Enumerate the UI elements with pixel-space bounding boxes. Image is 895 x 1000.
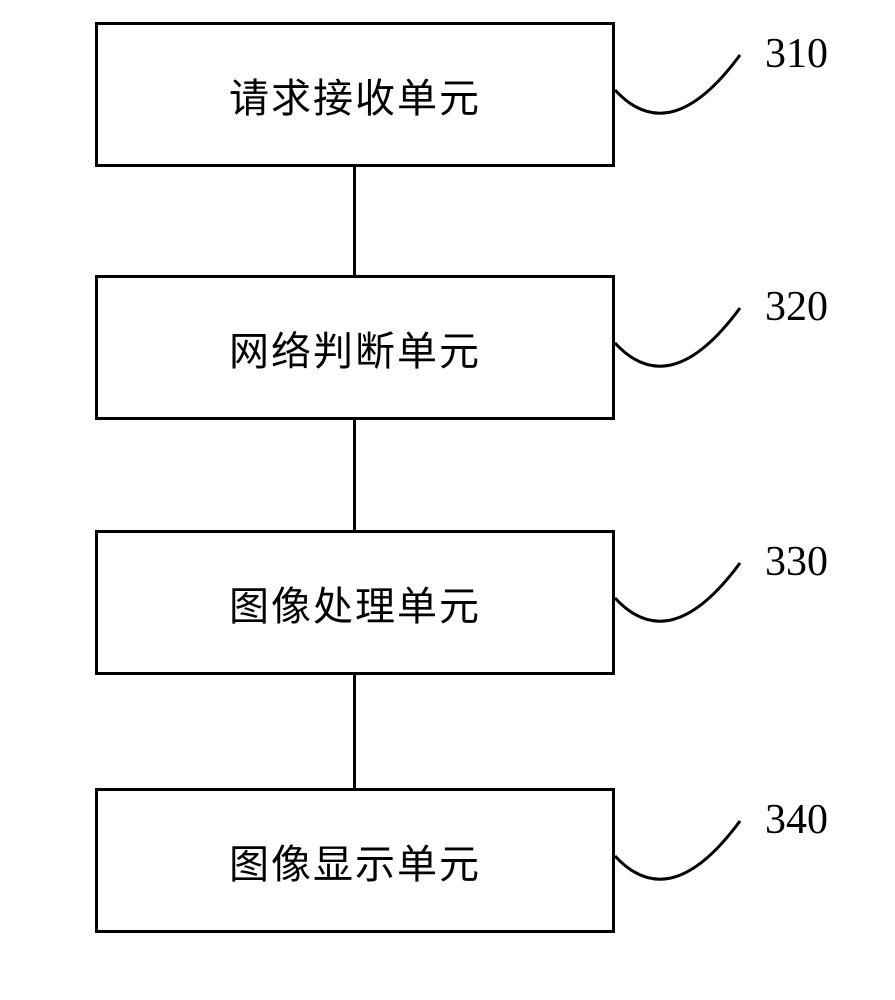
connector-3-4 [353,675,356,788]
connector-2-3 [353,420,356,530]
box-label-1: 请求接收单元 [229,66,481,124]
flow-box-1: 请求接收单元 [95,22,615,167]
box-label-2: 网络判断单元 [229,319,481,377]
box-label-3: 图像处理单元 [229,574,481,632]
flow-box-3: 图像处理单元 [95,530,615,675]
ref-number-3: 330 [765,538,828,586]
flow-box-2: 网络判断单元 [95,275,615,420]
box-label-4: 图像显示单元 [229,832,481,890]
ref-number-1: 310 [765,30,828,78]
ref-number-4: 340 [765,796,828,844]
connector-1-2 [353,167,356,275]
flow-box-4: 图像显示单元 [95,788,615,933]
flowchart-diagram: 请求接收单元 310 网络判断单元 320 图像处理单元 330 图像显示单元 … [0,0,895,1000]
ref-number-2: 320 [765,283,828,331]
